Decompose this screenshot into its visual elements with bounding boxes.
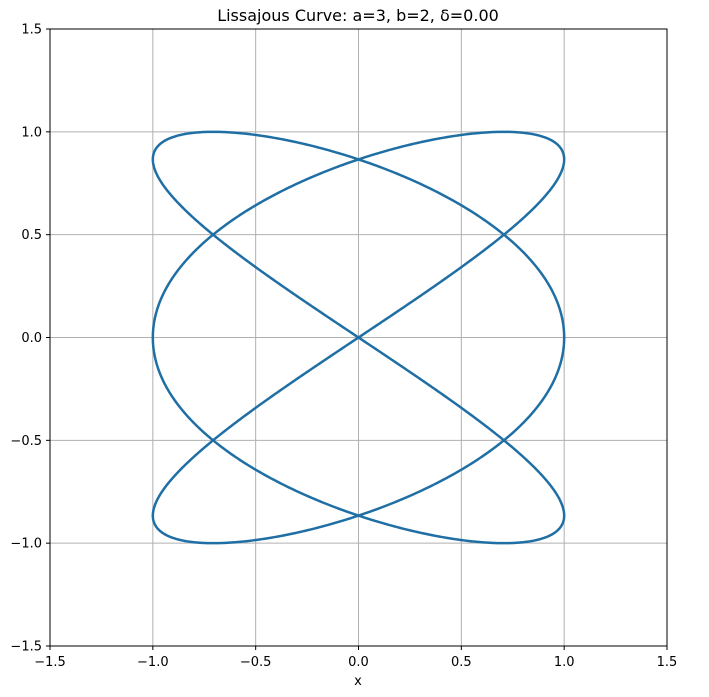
chart-title: Lissajous Curve: a=3, b=2, δ=0.00 <box>217 6 499 25</box>
y-tick-label: −1.0 <box>10 537 42 552</box>
y-axis-ticks: −1.5 −1.0 −0.5 0.0 0.5 1.0 1.5 <box>10 23 50 655</box>
x-tick-label: −1.0 <box>137 655 169 670</box>
x-tick-label: 0.5 <box>451 655 472 670</box>
x-tick-label: −1.5 <box>34 655 66 670</box>
y-tick-label: 0.0 <box>21 331 42 346</box>
x-tick-label: 1.5 <box>657 655 678 670</box>
y-tick-label: 1.5 <box>21 23 42 38</box>
y-tick-label: 0.5 <box>21 228 42 243</box>
y-tick-label: 1.0 <box>21 125 42 140</box>
lissajous-curve-line <box>151 130 566 545</box>
x-axis-label: x <box>354 674 362 689</box>
y-tick-label: −1.5 <box>10 640 42 655</box>
x-axis-ticks: −1.5 −1.0 −0.5 0.0 0.5 1.0 1.5 <box>34 646 677 670</box>
x-tick-label: −0.5 <box>240 655 272 670</box>
y-tick-label: −0.5 <box>10 434 42 449</box>
x-tick-label: 1.0 <box>554 655 575 670</box>
x-tick-label: 0.0 <box>348 655 369 670</box>
